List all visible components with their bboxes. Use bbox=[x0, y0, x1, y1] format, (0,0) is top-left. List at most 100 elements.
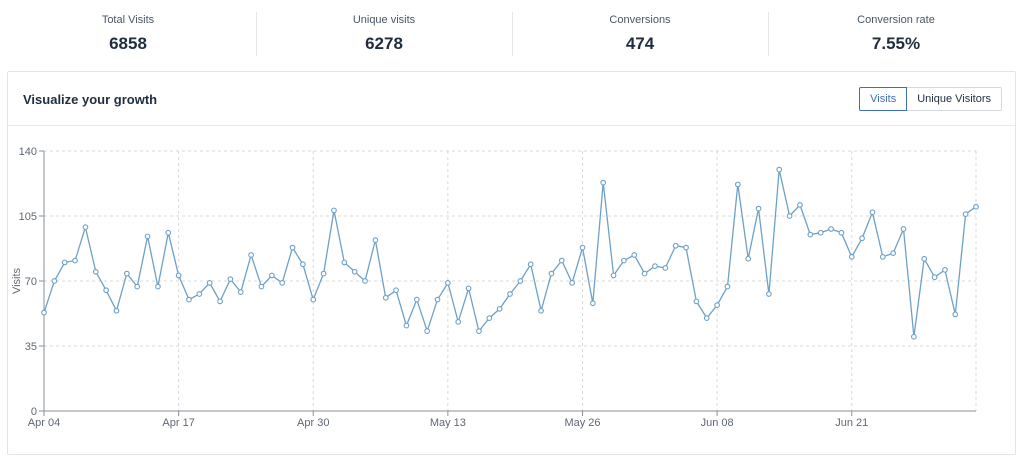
data-point bbox=[248, 252, 254, 258]
data-point bbox=[579, 244, 586, 251]
data-point bbox=[61, 259, 68, 266]
data-point bbox=[103, 287, 109, 294]
data-point bbox=[403, 322, 410, 329]
stat-total-visits: Total Visits 6858 bbox=[0, 0, 256, 66]
data-point bbox=[755, 205, 762, 212]
x-tick-label: Apr 17 bbox=[162, 417, 194, 429]
card-title: Visualize your growth bbox=[23, 92, 158, 107]
data-point bbox=[890, 250, 897, 256]
data-point bbox=[144, 233, 151, 240]
data-point bbox=[527, 261, 534, 268]
data-point bbox=[196, 291, 203, 297]
data-point bbox=[393, 287, 399, 294]
stats-bar: Total Visits 6858 Unique visits 6278 Con… bbox=[0, 0, 1024, 66]
stat-label: Total Visits bbox=[101, 14, 155, 26]
x-tick-label: Jun 21 bbox=[835, 417, 868, 429]
data-point bbox=[41, 309, 47, 316]
data-point bbox=[382, 294, 389, 301]
data-point bbox=[486, 315, 493, 321]
data-point bbox=[631, 252, 638, 258]
data-point bbox=[952, 311, 959, 318]
data-point bbox=[268, 272, 275, 279]
data-point bbox=[807, 231, 814, 238]
stat-value: 474 bbox=[625, 34, 655, 53]
data-point bbox=[610, 272, 617, 279]
data-point bbox=[134, 283, 141, 290]
data-point bbox=[206, 280, 213, 286]
visits-line-chart: 0 35 70 105 140 Apr 04 Apr 17 Apr 30 May 13 May 2… bbox=[11, 146, 979, 429]
data-point bbox=[434, 296, 441, 303]
data-point bbox=[517, 278, 524, 284]
unique-visitors-toggle-button[interactable]: Unique Visitors bbox=[907, 87, 1002, 111]
data-point bbox=[289, 244, 296, 251]
metric-toggle: Visits Unique Visitors bbox=[859, 87, 1002, 111]
stat-unique-visits: Unique visits 6278 bbox=[256, 0, 512, 66]
data-point bbox=[838, 229, 845, 236]
data-point bbox=[797, 202, 803, 208]
x-tick-label: May 26 bbox=[564, 417, 600, 429]
data-point bbox=[869, 209, 876, 216]
data-point bbox=[931, 274, 938, 281]
y-axis-label: Visits bbox=[11, 267, 23, 294]
data-point bbox=[786, 213, 793, 219]
data-point bbox=[745, 255, 752, 262]
visits-toggle-button[interactable]: Visits bbox=[859, 87, 908, 111]
x-tick-label: Apr 30 bbox=[297, 417, 329, 429]
data-point bbox=[300, 261, 306, 268]
data-point bbox=[331, 207, 337, 214]
data-point bbox=[258, 283, 265, 290]
data-point bbox=[445, 280, 451, 286]
y-tick-label: 35 bbox=[25, 341, 37, 353]
data-point bbox=[962, 211, 969, 217]
data-point bbox=[683, 244, 689, 251]
data-point bbox=[424, 328, 431, 334]
y-tick-label: 140 bbox=[19, 146, 37, 158]
data-point bbox=[589, 300, 596, 307]
data-point bbox=[507, 291, 513, 297]
data-point bbox=[693, 298, 700, 305]
data-point bbox=[476, 328, 482, 334]
stat-value: 6278 bbox=[365, 34, 403, 53]
data-point bbox=[776, 166, 783, 173]
data-point bbox=[362, 278, 368, 284]
data-point bbox=[828, 226, 834, 232]
data-point bbox=[859, 235, 865, 242]
data-point bbox=[227, 276, 234, 282]
stat-value: 6858 bbox=[109, 34, 147, 53]
stat-label: Conversion rate bbox=[857, 14, 935, 26]
data-point bbox=[51, 278, 58, 284]
data-point bbox=[92, 268, 99, 275]
data-point bbox=[921, 255, 928, 262]
data-point bbox=[724, 283, 731, 290]
y-tick-label: 105 bbox=[19, 211, 37, 223]
card-header: Visualize your growth Visits Unique Visi… bbox=[8, 72, 1015, 126]
data-point bbox=[766, 291, 772, 297]
data-point bbox=[320, 270, 327, 277]
data-point bbox=[175, 272, 182, 279]
data-point bbox=[714, 302, 720, 308]
data-point bbox=[155, 283, 161, 290]
y-tick-label: 0 bbox=[31, 406, 37, 418]
data-point bbox=[496, 306, 503, 312]
x-tick-label: May 13 bbox=[430, 417, 466, 429]
stat-label: Conversions bbox=[609, 14, 671, 26]
data-point bbox=[703, 315, 710, 321]
y-tick-label: 70 bbox=[25, 276, 37, 288]
data-point bbox=[538, 307, 544, 314]
data-point bbox=[911, 333, 917, 340]
data-point bbox=[455, 319, 462, 325]
x-tick-label: Apr 04 bbox=[28, 417, 60, 429]
data-point bbox=[279, 280, 286, 286]
stat-value: 7.55% bbox=[871, 34, 921, 53]
data-point bbox=[900, 226, 907, 232]
data-point bbox=[413, 296, 420, 303]
data-point bbox=[600, 179, 607, 186]
data-point bbox=[942, 267, 948, 273]
data-point bbox=[186, 296, 192, 303]
data-point bbox=[310, 296, 317, 303]
data-point bbox=[641, 270, 648, 277]
data-point bbox=[817, 229, 824, 236]
visits-series-line bbox=[43, 169, 977, 337]
data-point bbox=[662, 265, 669, 271]
data-point bbox=[237, 289, 244, 295]
